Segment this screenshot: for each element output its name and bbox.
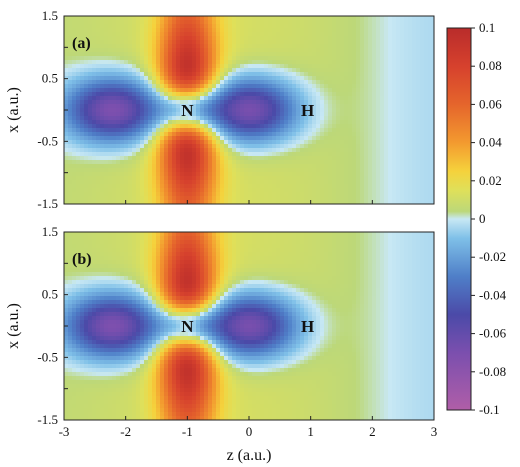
- panel-b: (b) N H 1.5 0.5 -0.5 -1.5 x (a.u.): [5, 224, 435, 427]
- x-tick-label: -1: [182, 424, 193, 439]
- x-tick-label: -3: [59, 424, 70, 439]
- x-tick-label: 2: [369, 424, 376, 439]
- colorbar-gradient: [446, 27, 472, 411]
- colorbar-tick-label: 0.02: [479, 173, 502, 188]
- y-tick-label: -1.5: [37, 196, 58, 211]
- panel-a: (a) N H 1.5 0.5 -0.5 -1.5 x (a.u.): [5, 8, 435, 211]
- y-tick-label: -1.5: [37, 412, 58, 427]
- colorbar-tick-label: 0.06: [479, 96, 502, 111]
- x-axis-label: z (a.u.): [227, 447, 272, 464]
- x-tick-label: 0: [246, 424, 253, 439]
- heatmap-a: [64, 16, 434, 204]
- y-axis-label-a: x (a.u.): [5, 87, 22, 133]
- y-tick-label: 1.5: [42, 224, 58, 239]
- heatmap-b: [64, 232, 434, 420]
- atom-label-n: N: [181, 317, 194, 336]
- atom-label-n: N: [181, 101, 194, 120]
- y-tick-label: 1.5: [42, 8, 58, 23]
- colorbar-tick-label: 0: [479, 211, 486, 226]
- x-tick-label: -2: [120, 424, 131, 439]
- colorbar: 0.1 0.08 0.06 0.04 0.02 0 -0.02 -0.04 -0.06 -0.08…: [446, 20, 507, 417]
- colorbar-tick-label: 0.04: [479, 135, 502, 150]
- atom-label-h: H: [301, 101, 314, 120]
- colorbar-tick-label: -0.08: [479, 364, 506, 379]
- colorbar-tick-label: 0.1: [479, 20, 495, 35]
- x-tick-label: 1: [307, 424, 314, 439]
- panel-b-label: (b): [72, 251, 92, 268]
- colorbar-tick-label: -0.04: [479, 287, 507, 302]
- panel-a-label: (a): [72, 35, 91, 52]
- colorbar-tick-label: -0.06: [479, 326, 507, 341]
- colorbar-tick-label: 0.08: [479, 58, 502, 73]
- atom-label-h: H: [301, 317, 314, 336]
- y-tick-label: -0.5: [37, 349, 58, 364]
- y-tick-label: -0.5: [37, 133, 58, 148]
- y-tick-label: 0.5: [42, 287, 58, 302]
- colorbar-tick-label: -0.1: [479, 402, 500, 417]
- colorbar-tick-label: -0.02: [479, 249, 506, 264]
- y-tick-label: 0.5: [42, 71, 58, 86]
- x-tick-label: 3: [431, 424, 438, 439]
- y-axis-label-b: x (a.u.): [5, 303, 22, 349]
